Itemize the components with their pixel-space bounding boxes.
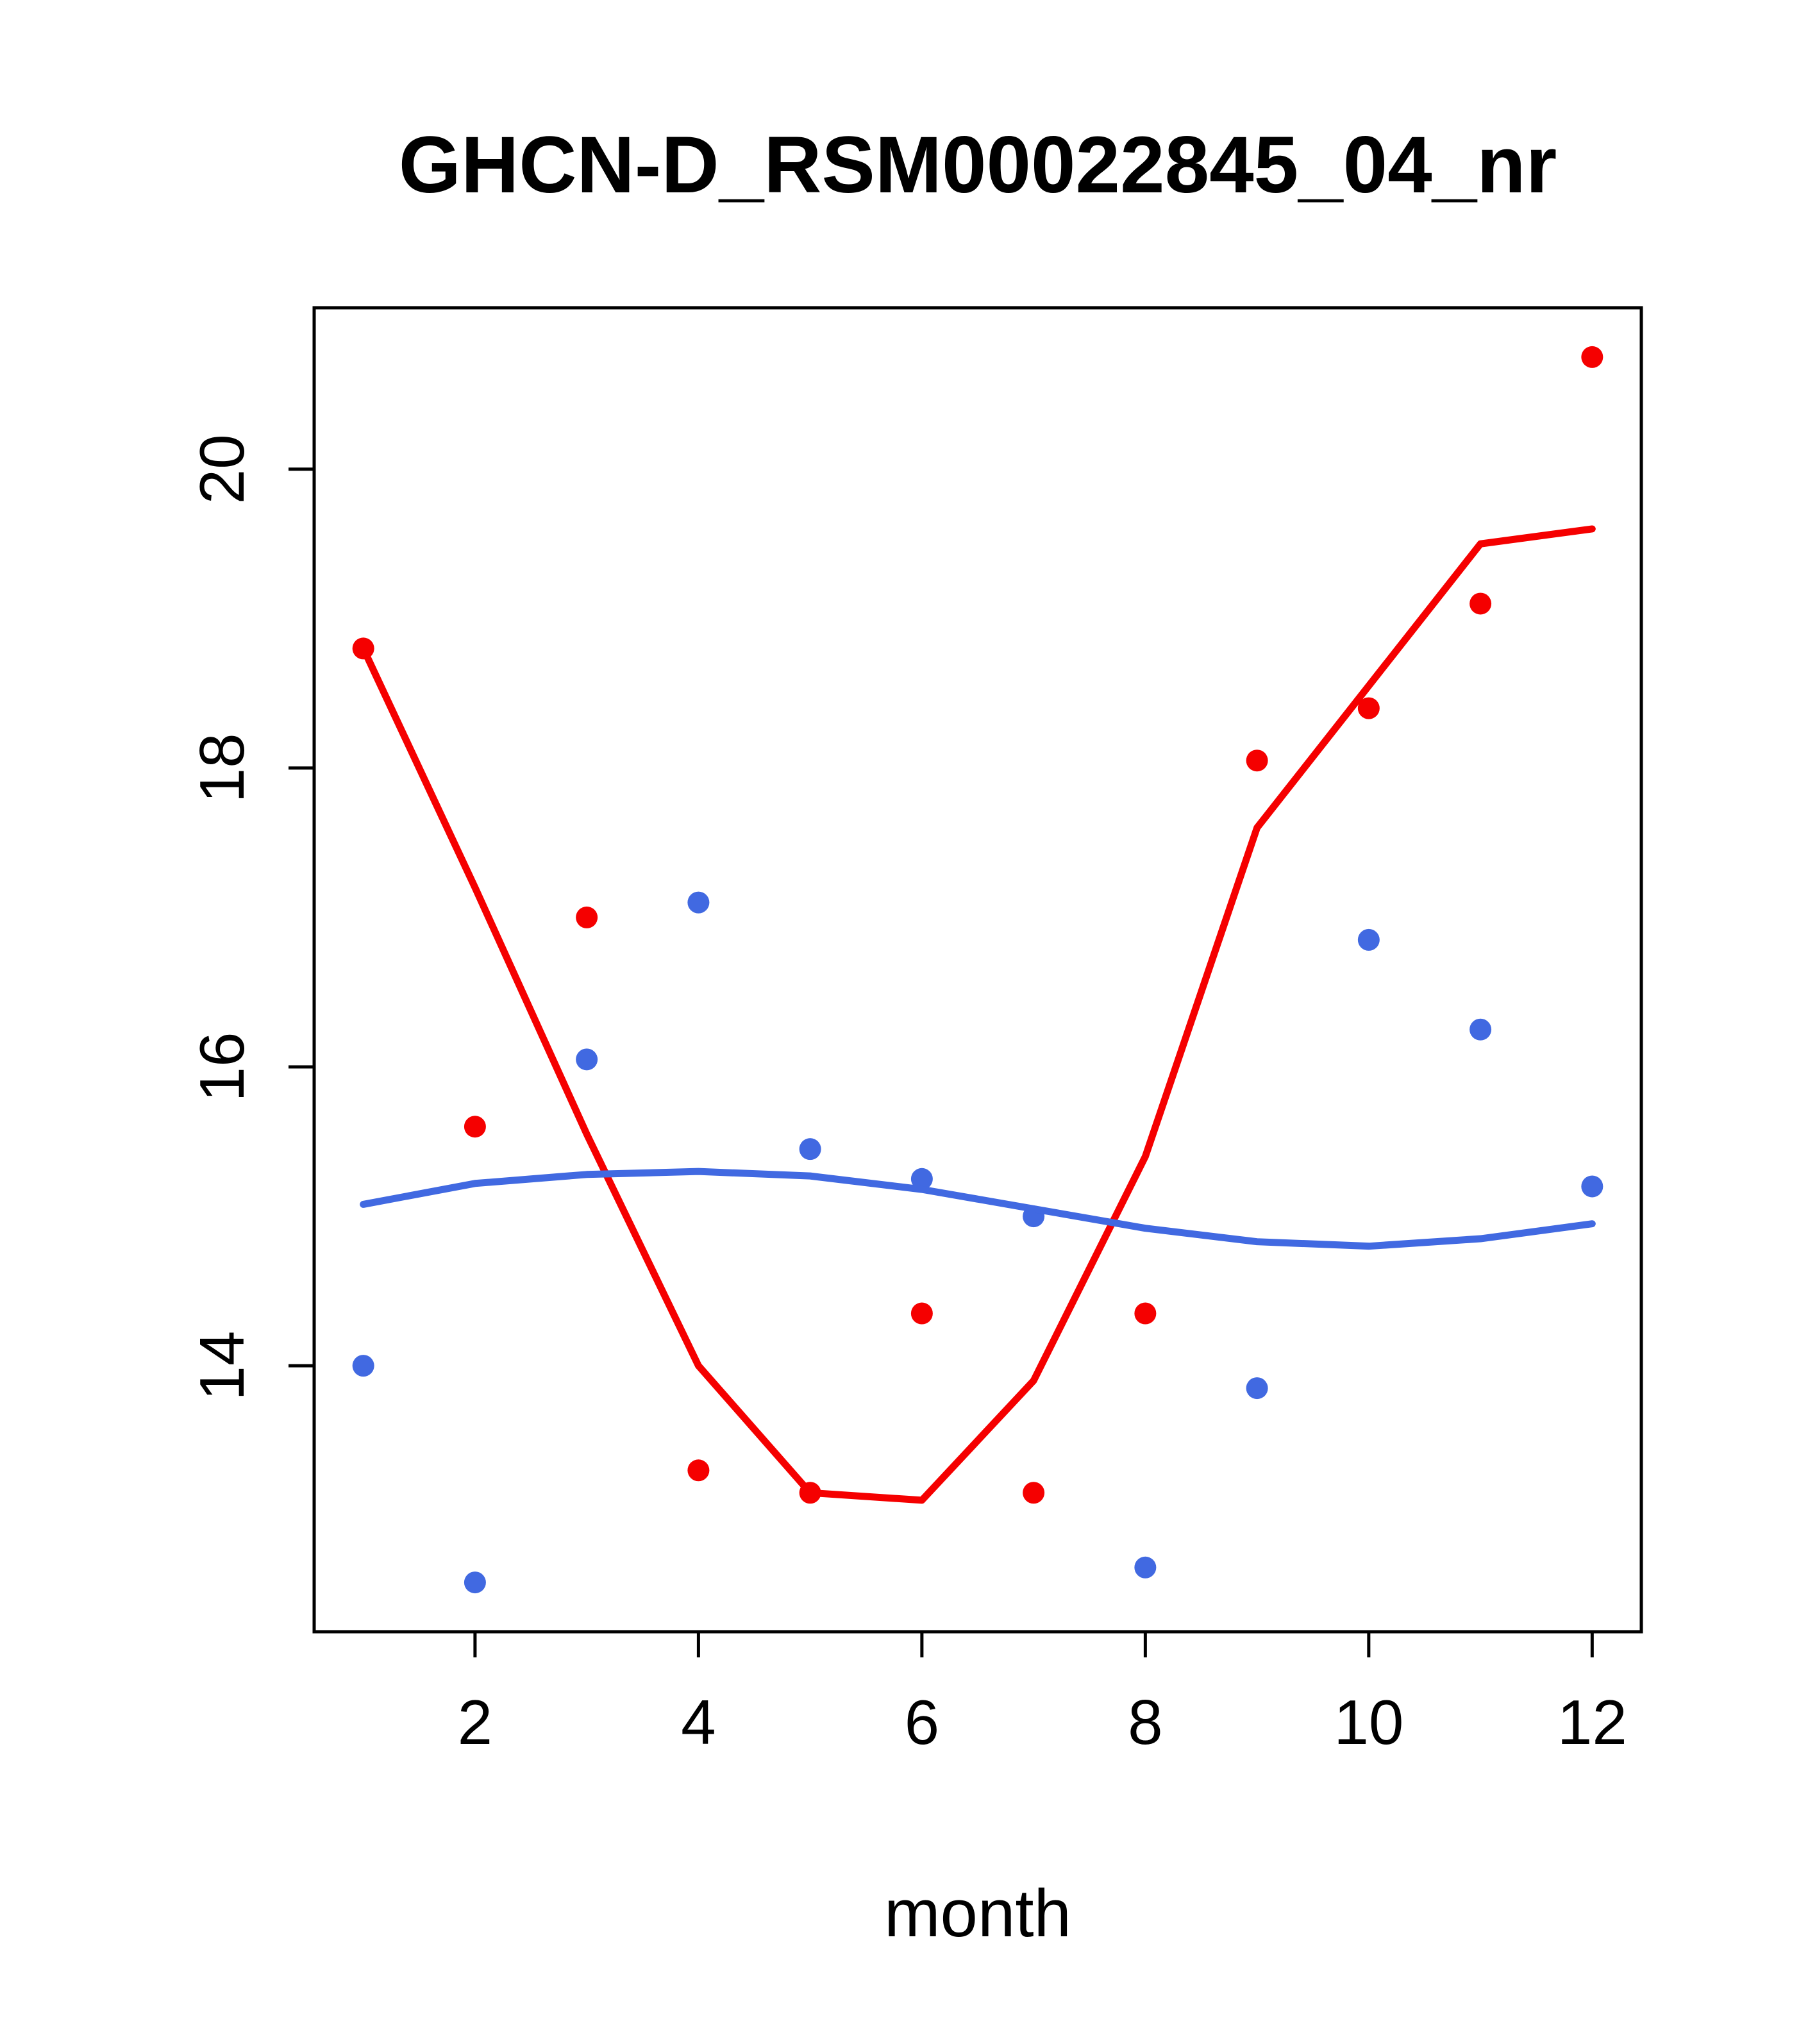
x-axis-label: month	[884, 1876, 1071, 1951]
red-points-dot	[1246, 750, 1268, 772]
blue-points-dot	[910, 1168, 933, 1190]
x-tick-label: 10	[1334, 1687, 1403, 1757]
blue-points-dot	[1357, 928, 1380, 951]
red-points-dot	[1357, 697, 1380, 719]
red-points-dot	[1134, 1302, 1157, 1325]
blue-points-dot	[1581, 1175, 1603, 1198]
red-points-dot	[1023, 1482, 1045, 1504]
x-tick-label: 4	[681, 1687, 716, 1757]
blue-points-dot	[687, 891, 710, 914]
red-points-dot	[1581, 346, 1603, 368]
blue-points-dot	[576, 1048, 598, 1071]
blue-points-dot	[1470, 1018, 1492, 1041]
x-tick-label: 2	[458, 1687, 493, 1757]
y-tick-label: 16	[187, 1032, 257, 1102]
chart-title: GHCN-D_RSM00022845_04_nr	[399, 121, 1557, 210]
blue-points-dot	[1246, 1377, 1268, 1400]
blue-points-dot	[1134, 1556, 1157, 1579]
y-axis: 14 16 18 20	[187, 434, 314, 1401]
blue-points	[352, 891, 1603, 1594]
x-tick-label: 12	[1557, 1687, 1627, 1757]
blue-points-dot	[352, 1355, 374, 1377]
red-points-dot	[1470, 592, 1492, 615]
red-points	[352, 346, 1603, 1504]
blue-smooth-line	[360, 1168, 1596, 1250]
red-smooth-line	[360, 525, 1596, 1504]
blue-points-dot	[799, 1138, 821, 1160]
red-points-dot	[576, 906, 598, 928]
blue-points-dot	[464, 1571, 486, 1594]
red-points-dot	[910, 1302, 933, 1325]
x-tick-label: 8	[1128, 1687, 1163, 1757]
y-tick-label: 18	[187, 733, 257, 803]
y-tick-label: 20	[187, 434, 257, 504]
data-series	[352, 346, 1603, 1594]
x-tick-label: 6	[905, 1687, 940, 1757]
red-points-dot	[687, 1459, 710, 1482]
y-tick-label: 14	[187, 1331, 257, 1401]
plot-border	[312, 306, 1643, 1634]
red-points-dot	[464, 1116, 486, 1138]
x-axis: 2 4 6 8 10 12	[458, 1632, 1627, 1757]
